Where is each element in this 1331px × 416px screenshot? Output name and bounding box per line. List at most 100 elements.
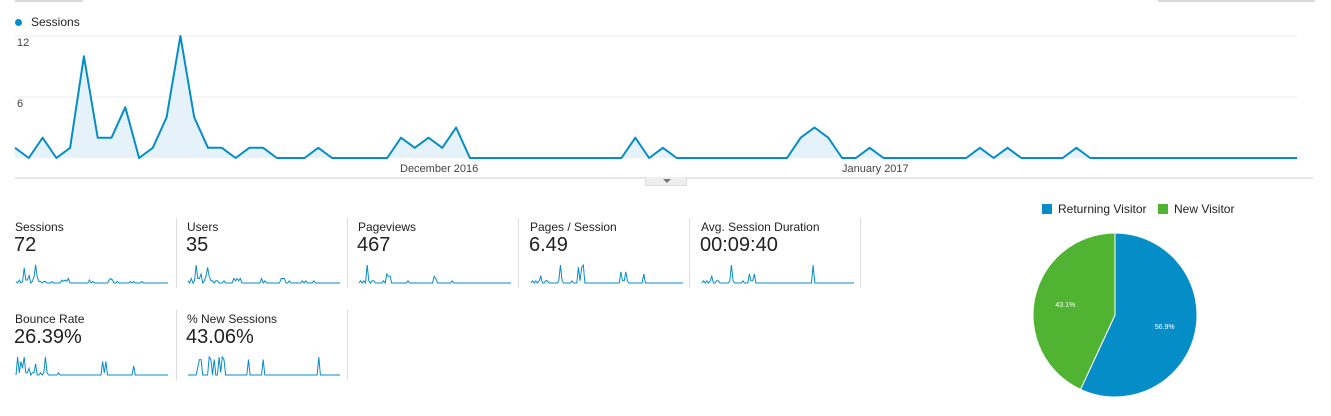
chart-data-point[interactable] [631, 134, 639, 142]
chart-data-point[interactable] [783, 154, 791, 162]
chart-data-point[interactable] [659, 144, 667, 152]
metric-avg-session-duration[interactable]: Avg. Session Duration 00:09:40 [700, 220, 871, 298]
chart-data-point[interactable] [121, 103, 129, 111]
chart-data-point[interactable] [328, 154, 336, 162]
chart-data-point[interactable] [755, 154, 763, 162]
chart-data-point[interactable] [52, 154, 60, 162]
chart-data-point[interactable] [990, 154, 998, 162]
chart-data-point[interactable] [604, 154, 612, 162]
chart-data-point[interactable] [342, 154, 350, 162]
chart-data-point[interactable] [535, 154, 543, 162]
chart-data-point[interactable] [549, 154, 557, 162]
chart-data-point[interactable] [190, 113, 198, 121]
chart-data-point[interactable] [921, 154, 929, 162]
chart-data-point[interactable] [1045, 154, 1053, 162]
chart-data-point[interactable] [314, 144, 322, 152]
chart-data-point[interactable] [962, 154, 970, 162]
chart-data-point[interactable] [1183, 154, 1191, 162]
chart-data-point[interactable] [948, 154, 956, 162]
chart-data-point[interactable] [39, 134, 47, 142]
chart-data-point[interactable] [149, 144, 157, 152]
chart-data-point[interactable] [618, 154, 626, 162]
chart-data-point[interactable] [1017, 154, 1025, 162]
chart-collapse-handle[interactable] [645, 177, 687, 186]
metric-pageviews[interactable]: Pageviews 467 [357, 220, 528, 298]
chart-data-point[interactable] [1086, 154, 1094, 162]
chart-data-point[interactable] [742, 154, 750, 162]
chart-data-point[interactable] [673, 154, 681, 162]
chart-data-point[interactable] [1210, 154, 1218, 162]
chart-data-point[interactable] [25, 154, 33, 162]
chart-data-point[interactable] [494, 154, 502, 162]
chart-data-point[interactable] [80, 52, 88, 60]
chart-data-point[interactable] [1169, 154, 1177, 162]
visitor-type-pie-chart[interactable]: 56.9% 43.1% [1030, 230, 1230, 400]
chart-data-point[interactable] [1197, 154, 1205, 162]
chart-data-point[interactable] [576, 154, 584, 162]
chart-data-point[interactable] [135, 154, 143, 162]
chart-data-point[interactable] [1128, 154, 1136, 162]
chart-data-point[interactable] [66, 144, 74, 152]
chart-data-point[interactable] [838, 154, 846, 162]
chart-data-point[interactable] [11, 144, 19, 152]
chart-data-point[interactable] [728, 154, 736, 162]
metric-pages-per-session[interactable]: Pages / Session 6.49 [529, 220, 700, 298]
chart-data-point[interactable] [893, 154, 901, 162]
chart-data-point[interactable] [411, 144, 419, 152]
pie-slice-new-visitor[interactable] [1032, 232, 1116, 391]
pie-legend-returning[interactable]: Returning Visitor [1042, 202, 1147, 216]
chart-data-point[interactable] [1252, 154, 1260, 162]
chart-data-point[interactable] [590, 154, 598, 162]
chart-data-point[interactable] [163, 113, 171, 121]
metric-sessions[interactable]: Sessions 72 [14, 220, 185, 298]
chart-data-point[interactable] [866, 144, 874, 152]
chart-data-point[interactable] [507, 154, 515, 162]
chart-data-point[interactable] [287, 154, 295, 162]
chart-data-point[interactable] [452, 124, 460, 132]
chart-data-point[interactable] [907, 154, 915, 162]
chart-data-point[interactable] [976, 144, 984, 152]
chart-data-point[interactable] [852, 154, 860, 162]
chart-data-point[interactable] [1114, 154, 1122, 162]
chart-data-point[interactable] [204, 144, 212, 152]
chart-data-point[interactable] [700, 154, 708, 162]
chart-data-point[interactable] [301, 154, 309, 162]
metric-new-sessions[interactable]: % New Sessions 43.06% [186, 312, 357, 390]
chart-data-point[interactable] [521, 154, 529, 162]
chart-data-point[interactable] [811, 124, 819, 132]
chart-data-point[interactable] [687, 154, 695, 162]
pie-slice-returning-visitor[interactable] [1079, 232, 1198, 398]
chart-data-point[interactable] [1072, 144, 1080, 152]
pie-legend-new[interactable]: New Visitor [1158, 202, 1234, 216]
chart-data-point[interactable] [1238, 154, 1246, 162]
chart-data-point[interactable] [1224, 154, 1232, 162]
chart-data-point[interactable] [1004, 144, 1012, 152]
chart-data-point[interactable] [259, 144, 267, 152]
chart-data-point[interactable] [1031, 154, 1039, 162]
chart-data-point[interactable] [383, 154, 391, 162]
chart-data-point[interactable] [94, 134, 102, 142]
chart-data-point[interactable] [1059, 154, 1067, 162]
chart-data-point[interactable] [369, 154, 377, 162]
chart-data-point[interactable] [714, 154, 722, 162]
chart-data-point[interactable] [769, 154, 777, 162]
chart-data-point[interactable] [824, 134, 832, 142]
chart-data-point[interactable] [425, 134, 433, 142]
chart-data-point[interactable] [218, 144, 226, 152]
sessions-line-chart[interactable] [0, 0, 1331, 200]
chart-data-point[interactable] [397, 134, 405, 142]
chart-data-point[interactable] [880, 154, 888, 162]
chart-data-point[interactable] [1155, 154, 1163, 162]
chart-data-point[interactable] [176, 32, 184, 40]
chart-data-point[interactable] [1293, 154, 1301, 162]
chart-data-point[interactable] [935, 154, 943, 162]
chart-legend[interactable]: Sessions [15, 15, 80, 29]
chart-data-point[interactable] [480, 154, 488, 162]
chart-data-point[interactable] [645, 154, 653, 162]
chart-data-point[interactable] [245, 144, 253, 152]
chart-data-point[interactable] [1141, 154, 1149, 162]
chart-data-point[interactable] [356, 154, 364, 162]
chart-data-point[interactable] [797, 134, 805, 142]
metric-users[interactable]: Users 35 [186, 220, 357, 298]
metric-bounce-rate[interactable]: Bounce Rate 26.39% [14, 312, 185, 390]
